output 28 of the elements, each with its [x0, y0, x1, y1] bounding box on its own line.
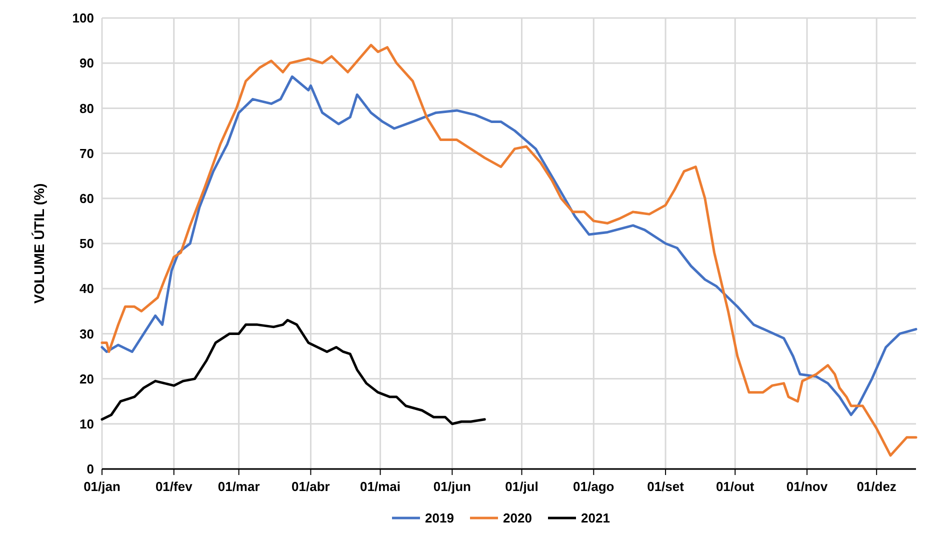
x-tick-label: 01/out [716, 479, 755, 494]
y-tick-label: 20 [80, 371, 94, 386]
legend-label: 2019 [425, 510, 454, 526]
y-tick-label: 90 [80, 56, 94, 71]
line-series [100, 318, 486, 426]
y-tick-label: 10 [80, 416, 94, 432]
y-axis-title: VOLUME ÚTIL (%) [31, 183, 47, 304]
y-tick-label: 40 [80, 281, 94, 296]
x-tick-label: 01/mar [218, 479, 260, 494]
legend-label: 2021 [581, 510, 610, 526]
x-tick-label: 01/mai [360, 479, 401, 494]
y-tick-label: 60 [80, 190, 94, 206]
x-tick-label: 01/jan [84, 479, 120, 494]
x-tick-label: 01/abr [292, 479, 330, 494]
x-tick-label: 01/set [647, 479, 685, 494]
y-tick-label: 30 [80, 326, 94, 342]
y-tick-label: 80 [80, 100, 94, 116]
x-tick-label: 01/jun [433, 479, 472, 494]
y-tick-label: 70 [80, 146, 94, 161]
y-tick-label: 100 [72, 10, 94, 26]
y-tick-label: 50 [80, 236, 94, 252]
x-tick-label: 01/nov [786, 479, 828, 494]
y-tick-label: 0 [86, 462, 94, 477]
x-tick-label: 01/dez [856, 479, 897, 494]
x-tick-label: 01/jul [505, 479, 538, 494]
legend-label: 2020 [503, 510, 532, 526]
x-tick-label: 01/fev [155, 479, 194, 494]
x-tick-label: 01/ago [573, 479, 614, 494]
